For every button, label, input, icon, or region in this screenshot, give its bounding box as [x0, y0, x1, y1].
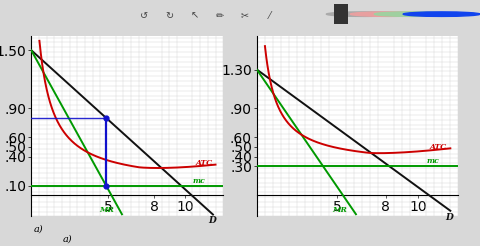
Text: ↺: ↺ — [140, 11, 148, 21]
Text: D: D — [445, 213, 453, 222]
Circle shape — [350, 12, 427, 16]
Circle shape — [374, 12, 451, 16]
Text: a): a) — [62, 234, 72, 244]
Text: mc: mc — [426, 157, 439, 165]
Text: ↖: ↖ — [191, 11, 198, 21]
FancyBboxPatch shape — [334, 4, 348, 24]
Text: ⁄: ⁄ — [269, 11, 271, 21]
Text: ✏: ✏ — [216, 11, 224, 21]
Text: ✂: ✂ — [241, 11, 249, 21]
Text: a): a) — [34, 224, 44, 233]
Text: ATC: ATC — [430, 143, 446, 151]
Text: MR: MR — [332, 206, 347, 214]
Text: ATC: ATC — [195, 159, 213, 167]
Text: D: D — [208, 216, 216, 226]
Text: mc: mc — [192, 177, 205, 185]
Circle shape — [403, 12, 480, 16]
Text: ↻: ↻ — [165, 11, 173, 21]
Text: MR: MR — [99, 206, 114, 214]
Circle shape — [326, 12, 403, 16]
